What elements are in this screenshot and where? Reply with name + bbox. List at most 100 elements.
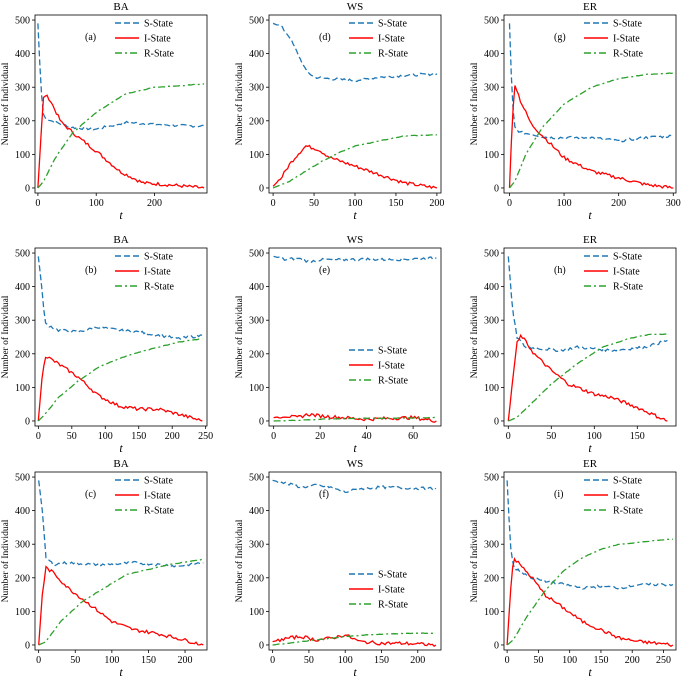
series-line-s-state xyxy=(508,23,674,143)
y-tick-label: 400 xyxy=(484,506,499,517)
x-tick-label: 200 xyxy=(165,431,180,442)
y-tick-label: 400 xyxy=(484,282,499,293)
y-tick-label: 100 xyxy=(249,383,264,394)
series-line-r-state xyxy=(508,72,674,189)
y-tick-label: 300 xyxy=(15,540,30,551)
y-tick-label: 500 xyxy=(249,473,264,484)
legend: S-State I-State R-State xyxy=(584,476,644,517)
panel-label: (a) xyxy=(85,32,96,43)
legend-entry: R-State xyxy=(378,600,409,611)
chart-title: ER xyxy=(583,234,598,246)
panel-label: (h) xyxy=(554,265,566,276)
legend-entry: S-State xyxy=(378,570,407,581)
y-tick-label: 100 xyxy=(484,150,499,161)
series-line-r-state xyxy=(272,134,437,189)
x-tick-label: 200 xyxy=(147,198,162,209)
x-tick-label: 200 xyxy=(429,198,444,209)
series-line-s-state xyxy=(272,479,437,494)
y-tick-label: 0 xyxy=(494,640,499,651)
legend: S-State I-State R-State xyxy=(115,19,175,60)
x-tick-label: 150 xyxy=(131,431,146,442)
chart-panel-8: WS 0 100 200 300 400 500 0 50 100 150 200 t Number of… xyxy=(234,458,442,676)
legend: S-State I-State R-State xyxy=(349,19,409,60)
y-tick-label: 400 xyxy=(15,282,30,293)
y-tick-label: 200 xyxy=(15,349,30,360)
y-tick-label: 500 xyxy=(484,473,499,484)
chart-panel-7: BA 0 100 200 300 400 500 0 50 100 150 200 t Number of… xyxy=(0,458,208,676)
x-tick-label: 0 xyxy=(270,655,275,666)
y-tick-label: 200 xyxy=(484,573,499,584)
legend-entry: I-State xyxy=(378,34,405,45)
axes-frame xyxy=(503,14,677,194)
series-line-i-state xyxy=(508,85,674,189)
panel-label: (i) xyxy=(554,489,563,500)
y-tick-label: 100 xyxy=(15,607,30,618)
y-tick-label: 100 xyxy=(484,383,499,394)
y-tick-label: 100 xyxy=(249,150,264,161)
series-line-r-state xyxy=(37,83,205,189)
x-tick-label: 20 xyxy=(315,431,325,442)
y-tick-label: 0 xyxy=(25,416,30,427)
y-tick-label: 500 xyxy=(249,249,264,260)
y-tick-label: 200 xyxy=(484,349,499,360)
chart-panel-2: WS 0 100 200 300 400 500 0 50 100 150 200 t Number of… xyxy=(234,1,444,222)
x-axis-label: t xyxy=(119,441,123,455)
y-tick-label: 200 xyxy=(249,116,264,127)
axes-frame xyxy=(268,247,442,427)
panel-label: (g) xyxy=(554,32,566,43)
panel-label: (c) xyxy=(85,489,96,500)
series-line-r-state xyxy=(508,333,668,422)
x-tick-label: 0 xyxy=(507,198,512,209)
series-line-i-state xyxy=(506,556,674,647)
x-tick-label: 0 xyxy=(506,431,511,442)
x-tick-label: 150 xyxy=(388,198,403,209)
x-tick-label: 50 xyxy=(67,431,77,442)
y-tick-label: 500 xyxy=(249,16,264,27)
y-tick-label: 0 xyxy=(259,416,264,427)
y-tick-label: 200 xyxy=(249,573,264,584)
x-tick-label: 50 xyxy=(70,655,80,666)
x-tick-label: 100 xyxy=(557,198,572,209)
chart-panel-5: WS 0 100 200 300 400 500 0 20 40 60 t Number of Indi… xyxy=(234,234,442,455)
legend-entry: I-State xyxy=(144,34,171,45)
y-tick-label: 500 xyxy=(15,473,30,484)
x-tick-label: 50 xyxy=(304,655,314,666)
series-line-r-state xyxy=(38,558,204,646)
y-tick-label: 500 xyxy=(15,16,30,27)
y-tick-label: 500 xyxy=(484,16,499,27)
series-line-r-state xyxy=(273,416,437,422)
legend-entry: I-State xyxy=(144,491,171,502)
legend-entry: R-State xyxy=(613,49,644,60)
y-tick-label: 400 xyxy=(249,506,264,517)
legend-entry: I-State xyxy=(613,267,640,278)
y-tick-label: 200 xyxy=(15,116,30,127)
y-axis-label: Number of Individual xyxy=(469,295,480,378)
chart-panel-1: BA 0 100 200 300 400 500 0 100 200 t Number of Indi… xyxy=(0,1,208,222)
x-tick-label: 100 xyxy=(89,198,104,209)
y-tick-label: 100 xyxy=(249,607,264,618)
x-tick-label: 0 xyxy=(505,655,510,666)
x-tick-label: 60 xyxy=(408,431,418,442)
legend: S-State I-State R-State xyxy=(584,252,644,293)
chart-title: BA xyxy=(113,234,128,246)
x-axis-label: t xyxy=(588,208,592,222)
y-tick-label: 400 xyxy=(15,49,30,60)
axes-frame xyxy=(34,14,208,194)
x-tick-label: 300 xyxy=(666,198,681,209)
chart-title: WS xyxy=(347,458,364,470)
y-tick-label: 500 xyxy=(15,249,30,260)
legend-entry: R-State xyxy=(144,282,175,293)
x-axis-label: t xyxy=(119,208,123,222)
chart-title: BA xyxy=(113,1,128,13)
x-tick-label: 150 xyxy=(630,431,645,442)
legend-entry: S-State xyxy=(144,19,173,30)
chart-panel-6: ER 0 100 200 300 400 500 0 50 100 150 t Number of In… xyxy=(469,234,677,455)
x-tick-label: 250 xyxy=(656,655,671,666)
series-line-i-state xyxy=(507,333,668,422)
series-line-s-state xyxy=(506,480,674,590)
y-tick-label: 300 xyxy=(15,316,30,327)
y-tick-label: 300 xyxy=(249,540,264,551)
x-tick-label: 150 xyxy=(593,655,608,666)
x-tick-label: 0 xyxy=(35,198,40,209)
